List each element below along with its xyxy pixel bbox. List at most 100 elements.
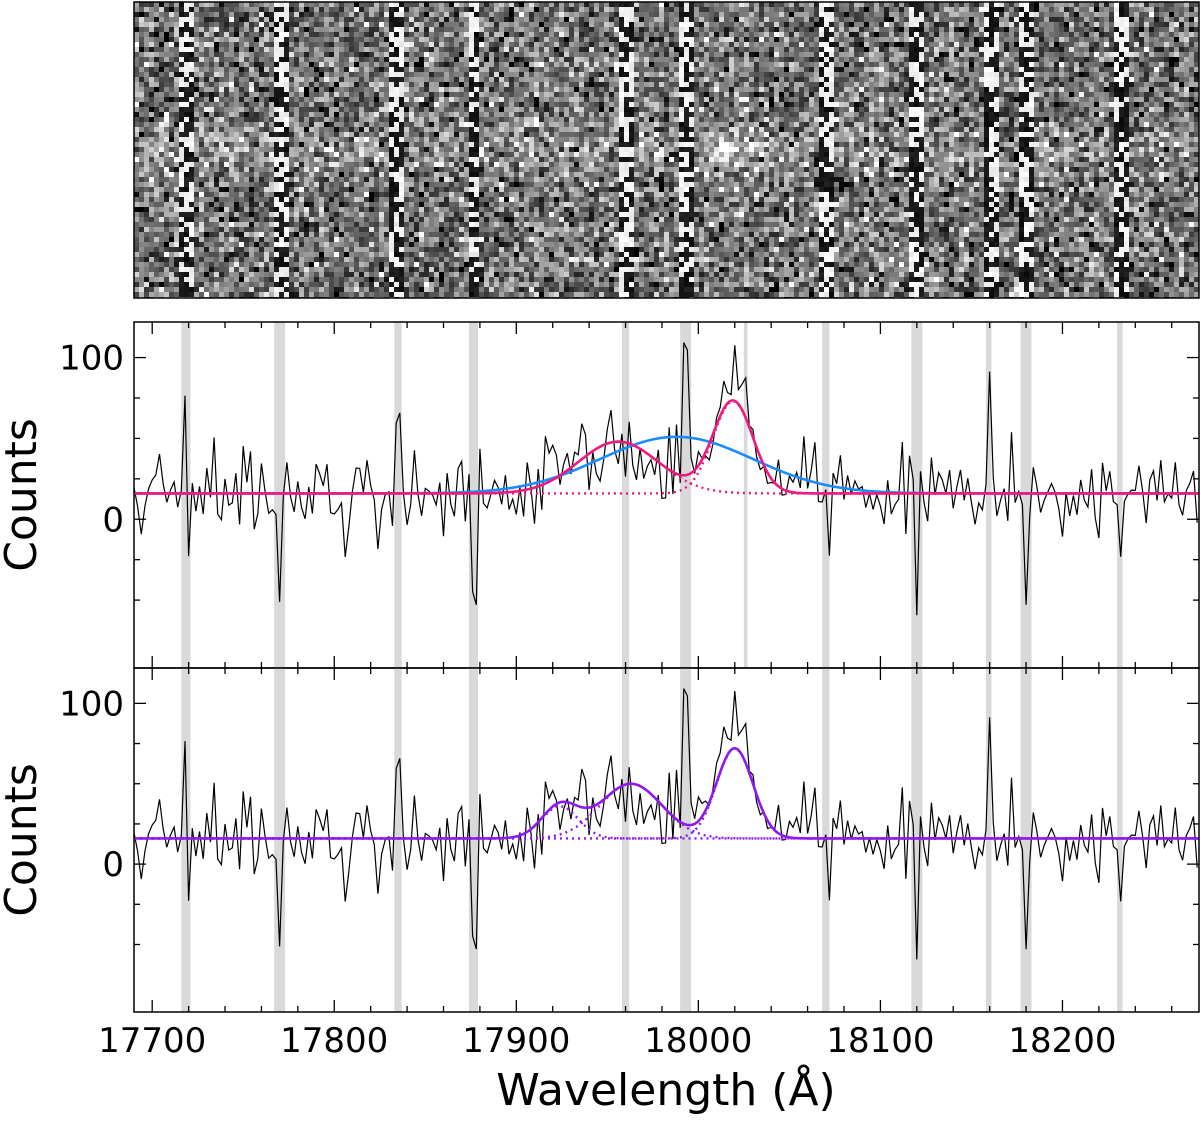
spectrum-2d-pixel: [874, 72, 879, 77]
spectrum-2d-pixel: [1094, 2, 1099, 7]
spectrum-2d-pixel: [1184, 52, 1189, 57]
spectrum-2d-pixel: [1104, 87, 1109, 92]
spectrum-2d-pixel: [869, 102, 874, 107]
spectrum-2d-pixel: [654, 42, 659, 47]
spectrum-2d-pixel: [364, 87, 369, 92]
spectrum-2d-pixel: [174, 32, 179, 37]
spectrum-2d-pixel: [959, 27, 964, 32]
spectrum-2d-pixel: [779, 22, 784, 27]
spectrum-2d-pixel: [719, 87, 724, 92]
spectrum-2d-pixel: [184, 22, 189, 27]
spectrum-2d-pixel: [954, 92, 959, 97]
spectrum-2d-pixel: [1059, 52, 1064, 57]
spectrum-2d-pixel: [909, 62, 914, 67]
spectrum-2d-pixel: [1139, 42, 1144, 47]
spectrum-2d-pixel: [1174, 57, 1179, 62]
spectrum-2d-pixel: [714, 112, 719, 117]
spectrum-2d-pixel: [494, 32, 499, 37]
spectrum-2d-pixel: [1039, 107, 1044, 112]
spectrum-2d-pixel: [1184, 7, 1189, 12]
spectrum-2d-pixel: [474, 67, 479, 72]
spectrum-2d-pixel: [564, 42, 569, 47]
spectrum-2d-pixel: [864, 62, 869, 67]
spectrum-2d-pixel: [799, 102, 804, 107]
spectrum-2d-pixel: [1089, 27, 1094, 32]
spectrum-2d-pixel: [494, 27, 499, 32]
spectrum-2d-pixel: [384, 117, 389, 122]
spectrum-2d-pixel: [184, 72, 189, 77]
spectrum-2d-pixel: [1179, 82, 1184, 87]
spectrum-2d-pixel: [934, 27, 939, 32]
spectrum-2d-pixel: [569, 52, 574, 57]
spectrum-2d-pixel: [964, 12, 969, 17]
spectrum-2d-pixel: [849, 47, 854, 52]
spectrum-2d-pixel: [134, 87, 139, 92]
spectrum-2d-pixel: [1099, 72, 1104, 77]
spectrum-2d-pixel: [449, 22, 454, 27]
spectrum-2d-pixel: [504, 37, 509, 42]
spectrum-2d-pixel: [159, 2, 164, 7]
spectrum-2d-pixel: [334, 12, 339, 17]
spectrum-2d-pixel: [509, 82, 514, 87]
spectrum-2d-pixel: [344, 47, 349, 52]
spectrum-2d-pixel: [554, 12, 559, 17]
spectrum-2d-pixel: [379, 42, 384, 47]
spectrum-2d-pixel: [784, 37, 789, 42]
spectrum-2d-pixel: [354, 77, 359, 82]
spectrum-2d-pixel: [1184, 37, 1189, 42]
spectrum-2d-pixel: [624, 32, 629, 37]
spectrum-2d-pixel: [1004, 77, 1009, 82]
spectrum-2d-pixel: [1019, 72, 1024, 77]
spectrum-2d-pixel: [289, 17, 294, 22]
spectrum-2d-pixel: [1169, 62, 1174, 67]
spectrum-2d-pixel: [659, 67, 664, 72]
spectrum-2d-pixel: [659, 72, 664, 77]
spectrum-2d-pixel: [249, 37, 254, 42]
spectrum-2d-pixel: [959, 42, 964, 47]
spectrum-2d-pixel: [1004, 62, 1009, 67]
spectrum-2d-pixel: [854, 17, 859, 22]
spectrum-2d-pixel: [629, 42, 634, 47]
spectrum-2d-pixel: [1149, 62, 1154, 67]
spectrum-2d-pixel: [979, 87, 984, 92]
spectrum-2d-pixel: [454, 102, 459, 107]
spectrum-2d-pixel: [209, 77, 214, 82]
spectrum-2d-pixel: [789, 72, 794, 77]
spectrum-2d-pixel: [639, 32, 644, 37]
spectrum-2d-pixel: [809, 12, 814, 17]
spectrum-2d-pixel: [144, 42, 149, 47]
spectrum-2d-pixel: [1149, 12, 1154, 17]
spectrum-2d-pixel: [524, 107, 529, 112]
spectrum-2d-pixel: [399, 17, 404, 22]
spectrum-2d-pixel: [354, 62, 359, 67]
spectrum-2d-pixel: [1109, 77, 1114, 82]
spectrum-2d-pixel: [1104, 42, 1109, 47]
spectrum-2d-pixel: [579, 112, 584, 117]
spectrum-2d-pixel: [744, 27, 749, 32]
spectrum-2d-pixel: [194, 32, 199, 37]
spectrum-2d-pixel: [1174, 62, 1179, 67]
spectrum-2d-pixel: [169, 22, 174, 27]
spectrum-2d-pixel: [414, 72, 419, 77]
spectrum-2d-pixel: [969, 52, 974, 57]
spectrum-2d-pixel: [524, 102, 529, 107]
spectrum-2d-pixel: [1069, 37, 1074, 42]
spectrum-2d-pixel: [324, 117, 329, 122]
spectrum-2d-pixel: [1059, 12, 1064, 17]
spectrum-2d-pixel: [1054, 42, 1059, 47]
spectrum-2d-pixel: [164, 72, 169, 77]
spectrum-2d-pixel: [179, 72, 184, 77]
spectrum-2d-pixel: [879, 112, 884, 117]
spectrum-2d-pixel: [534, 12, 539, 17]
spectrum-2d-pixel: [199, 117, 204, 122]
spectrum-2d-pixel: [589, 62, 594, 67]
spectrum-2d-pixel: [609, 42, 614, 47]
spectrum-2d-pixel: [204, 22, 209, 27]
spectrum-2d-pixel: [929, 107, 934, 112]
spectrum-2d-pixel: [424, 82, 429, 87]
spectrum-2d-pixel: [144, 22, 149, 27]
spectrum-2d-pixel: [429, 82, 434, 87]
spectrum-2d-pixel: [949, 2, 954, 7]
spectrum-2d-pixel: [1004, 2, 1009, 7]
spectrum-2d-pixel: [829, 12, 834, 17]
